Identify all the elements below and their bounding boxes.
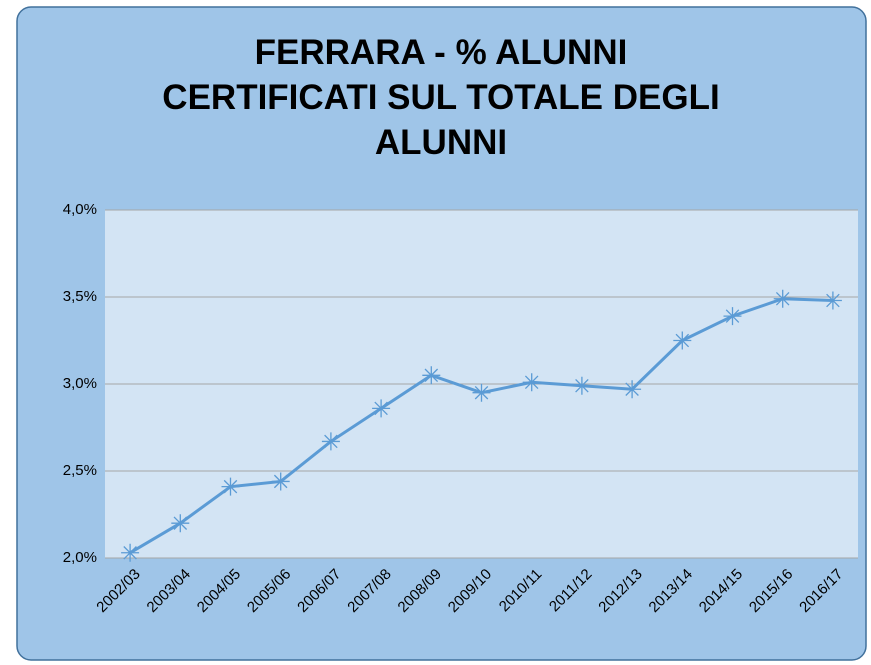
y-tick-label: 4,0% [63,201,97,218]
marker [522,373,541,392]
marker [121,543,140,562]
marker [723,307,742,326]
marker [773,289,792,308]
marker [321,432,340,451]
marker [221,477,240,496]
y-tick-label: 2,0% [63,549,97,566]
marker [472,383,491,402]
marker [372,399,391,418]
marker [823,291,842,310]
y-tick-label: 3,5% [63,288,97,305]
marker [171,514,190,533]
chart-title: FERRARA - % ALUNNI CERTIFICATI SUL TOTAL… [162,33,720,162]
marker [623,380,642,399]
y-tick-label: 2,5% [63,462,97,479]
marker [572,376,591,395]
marker [271,472,290,491]
y-tick-label: 3,0% [63,375,97,392]
marker [673,331,692,350]
marker [422,366,441,385]
